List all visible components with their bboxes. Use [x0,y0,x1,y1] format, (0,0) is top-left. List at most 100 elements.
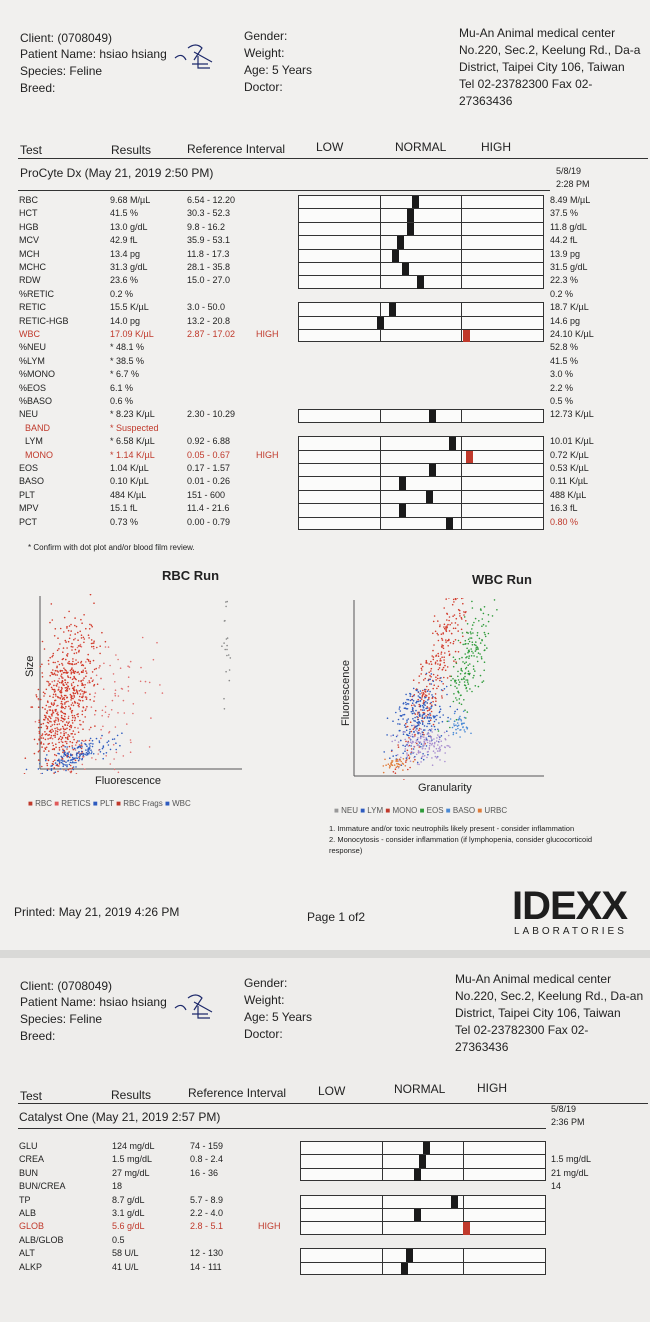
result-value: 23.6 % [110,275,139,286]
test-name: %MONO [19,369,55,380]
breed-2: Breed: [20,1029,56,1043]
test-name: GLU [19,1141,38,1151]
previous-value: 3.0 % [550,369,574,380]
reference-interval: 13.2 - 20.8 [187,315,231,326]
test-name: PLT [19,489,35,500]
grid-divider [380,437,381,529]
result-marker [414,1208,421,1222]
col-normal: NORMAL [395,140,447,154]
previous-value: 10.01 K/µL [550,436,594,447]
result-marker [412,196,419,209]
note-2: 2. Monocytosis - consider inflammation (… [329,835,593,844]
wbc-ylabel: Fluorescence [340,659,352,726]
test-name: BAND [25,422,51,433]
col-results-2: Results [111,1088,152,1102]
result-value: 13.4 pg [110,248,141,259]
section-title-2: Catalyst One (May 21, 2019 2:57 PM) [19,1110,221,1124]
test-name: NEU [19,409,39,420]
test-name: ALT [19,1248,35,1259]
reference-interval: 9.8 - 16.2 [187,221,226,232]
result-marker [401,1262,408,1275]
result-value: 0.73 % [110,516,139,527]
result-value: 42.9 fL [110,235,138,246]
section-title: ProCyte Dx (May 21, 2019 2:50 PM) [20,166,214,180]
result-marker [429,463,436,477]
grid-row-line [299,208,543,210]
handwritten-name [174,44,213,69]
result-marker [417,276,424,289]
grid-divider [380,410,381,422]
grid-row-line [301,1221,545,1223]
rbc-ylabel: Size [24,655,36,677]
previous-value: 21 mg/dL [551,1167,589,1178]
grid-row-line [299,449,543,451]
legend-plt: PLT [99,799,114,808]
wbc-legend: ■ NEU ■ LYM ■ MONO ■ EOS ■ BASO ■ URBC [334,806,508,815]
result-marker [377,316,384,329]
col-high: HIGH [481,140,511,154]
grid-row-line [299,221,543,223]
clinic-name: Mu-An Animal medical center [459,26,616,40]
previous-value: 14.6 pg [550,315,581,326]
grid-divider [463,1195,464,1234]
previous-value: 22.3 % [550,275,579,286]
result-value: 9.68 M/µL [110,195,151,205]
grid-row-line [299,262,543,263]
test-name: RDW [19,275,41,286]
test-name: BASO [19,476,45,487]
result-value: 484 K/µL [110,489,147,500]
wbc-run-title: WBC Run [472,572,532,587]
grid-row-line [299,328,543,330]
result-marker [463,329,470,343]
previous-value: 1.5 mg/dL [551,1154,592,1165]
prev-time: 2:28 PM [556,179,590,189]
clinic-address-2: District, Taipei City 106, Taiwan [459,60,625,74]
result-value: 41 U/L [112,1261,139,1272]
reference-interval: 15.0 - 27.0 [187,275,231,286]
previous-value: 0.2 % [550,288,574,299]
col-results: Results [111,143,152,157]
test-name: WBC [19,329,40,339]
result-marker [407,209,414,222]
previous-value: 37.5 % [550,208,579,219]
legend-retics: RETICS [61,799,91,808]
clinic-phone-2: Tel 02-23782300 Fax 02- [455,1023,589,1037]
high-flag: HIGH [256,449,279,460]
result-value: 31.3 g/dL [110,262,148,272]
rbc-run-title: RBC Run [162,568,220,583]
grid-divider [382,1142,383,1181]
result-value: 27 mg/dL [112,1167,150,1178]
test-name: %LYM [19,355,45,366]
grid-row-line [301,1207,545,1209]
result-value: 58 U/L [112,1248,139,1259]
result-marker [449,437,456,450]
previous-value: 8.49 M/µL [550,195,591,205]
grid-divider [463,1249,464,1274]
reference-interval: 14 - 111 [190,1261,222,1272]
clinic-address-2-2: District, Taipei City 106, Taiwan [455,1006,621,1020]
result-value: 6.1 % [110,382,134,393]
grid-divider [463,1142,464,1181]
test-name: %EOS [19,382,47,393]
interpretive-notes: 1. Immature and/or toxic neutrophils lik… [329,823,592,856]
result-value: 41.5 % [110,208,139,219]
legend-mono: MONO [392,806,418,815]
previous-value: 24.10 K/µL [550,329,594,339]
grid-divider [461,437,462,529]
reference-interval: 6.54 - 12.20 [187,195,236,205]
range-grid [300,1194,546,1235]
previous-value: 14 [551,1181,562,1192]
result-value: * 6.7 % [110,369,140,380]
result-marker [414,1168,421,1182]
gender: Gender: [244,29,288,43]
reference-interval: 0.92 - 6.88 [187,436,231,447]
test-name: BUN/CREA [19,1181,66,1192]
range-grid [298,195,544,289]
result-marker [392,249,399,262]
previous-value: 13.9 pg [550,248,581,259]
reference-interval: 5.7 - 8.9 [190,1194,224,1205]
test-name: BUN [19,1167,39,1178]
handwritten-name-2 [174,994,213,1019]
grid-row-line [299,248,543,250]
test-name: %RETIC [19,288,55,299]
